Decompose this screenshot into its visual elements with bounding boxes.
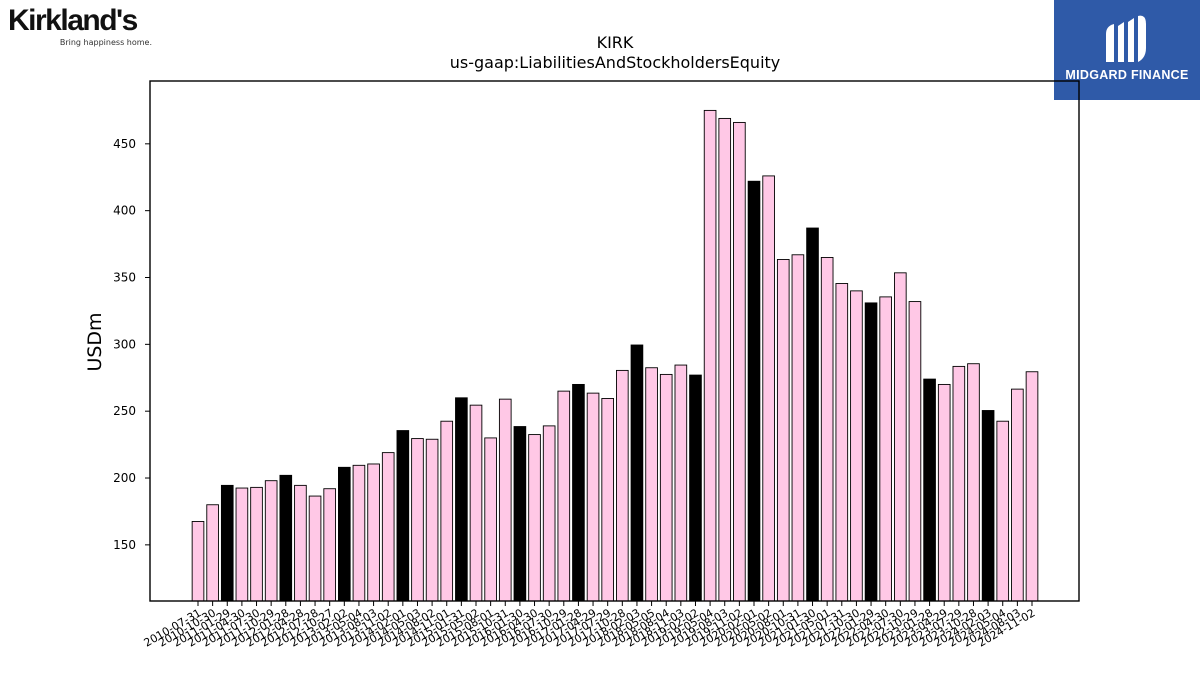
bar-2019-08-03 [718,117,732,602]
bar-2017-10-28 [616,369,629,602]
bar-2016-04-30 [528,434,541,602]
bar-2024-05-04 [996,420,1010,602]
bar-2010-07-31 [191,521,205,602]
bar-2012-07-28 [308,495,322,602]
bar-2013-08-03 [367,463,380,602]
bar-2016-07-30 [542,425,556,602]
bar-2016-10-29 [557,390,571,602]
bar-2011-04-30 [235,487,249,602]
bar-2015-08-01 [484,437,497,602]
bar-2012-04-28 [294,484,307,602]
y-tick-label-450: 450 [113,137,136,151]
midgard-emblem-icon [1106,15,1146,63]
bar-2021-10-30 [850,290,863,602]
bar-2014-08-02 [425,438,439,602]
y-axis: 150 200 250 300 350 400 450 [113,137,150,552]
plot-frame [149,80,1080,602]
bar-2014-02-01 [396,430,410,602]
y-tick-label-150: 150 [113,538,136,552]
bar-2022-01-29 [864,302,878,602]
bar-2017-01-28 [572,383,585,602]
bar-2021-05-01 [820,257,834,602]
bar-2018-05-05 [645,367,658,602]
bar-series [191,109,1039,602]
chart-title: KIRK [597,33,634,52]
kirklands-logo: Kirkland's Bring happiness home. [8,4,158,48]
bar-2013-05-04 [352,464,366,602]
bar-2011-10-29 [264,480,278,602]
bar-2022-04-30 [879,296,892,602]
bar-2023-01-28 [923,378,936,602]
bar-2020-10-31 [791,254,805,602]
bar-2018-11-03 [674,364,688,602]
bar-2014-11-01 [440,420,454,602]
kirklands-tagline: Bring happiness home. [59,38,152,47]
bar-2023-04-29 [937,383,951,602]
bar-2011-07-30 [250,486,263,602]
bar-2017-07-29 [601,398,614,602]
chart-subtitle: us-gaap:LiabilitiesAndStockholdersEquity [450,53,781,72]
bar-2021-07-31 [835,283,849,602]
bar-2022-07-30 [894,272,907,602]
bar-2024-11-02 [1025,371,1039,602]
bar-2022-10-29 [908,301,922,602]
bar-2012-01-28 [279,474,293,602]
y-tick-label-250: 250 [113,404,136,418]
bar-2017-04-29 [586,392,600,602]
kirklands-wordmark: Kirkland's [8,4,138,37]
bar-2013-11-02 [381,452,395,602]
y-axis-label: USDm [84,312,106,371]
bar-2018-02-03 [630,344,644,602]
bar-2014-05-03 [411,438,424,602]
bar-2010-10-30 [206,504,219,602]
bar-2015-05-02 [469,404,483,602]
bar-2020-05-02 [762,175,775,602]
bar-2020-02-01 [747,180,761,602]
bar-2015-01-31 [455,397,468,602]
bar-2013-02-02 [338,466,351,602]
y-tick-label-300: 300 [113,337,136,351]
bar-2024-08-03 [1011,388,1024,602]
bar-2011-01-29 [220,484,234,602]
bar-2018-08-04 [659,373,673,602]
bar-2021-01-30 [806,227,819,602]
midgard-wordmark: MIDGARD FINANCE [1065,68,1189,82]
y-tick-label-350: 350 [113,271,136,285]
bar-2020-08-01 [776,259,790,602]
bar-2012-10-27 [323,488,336,602]
y-tick-label-200: 200 [113,471,136,485]
bar-2016-01-30 [513,426,527,602]
bar-2019-05-04 [703,109,717,602]
bar-2019-11-02 [733,121,746,602]
y-tick-label-400: 400 [113,204,136,218]
bar-2024-02-03 [981,410,995,602]
bar-2023-07-29 [952,365,966,602]
bar-2015-10-31 [498,398,512,602]
bar-2019-02-02 [689,374,702,602]
x-axis: 2010-07-312010-10-302011-01-292011-04-30… [142,601,1038,650]
bar-2023-10-28 [967,363,980,602]
